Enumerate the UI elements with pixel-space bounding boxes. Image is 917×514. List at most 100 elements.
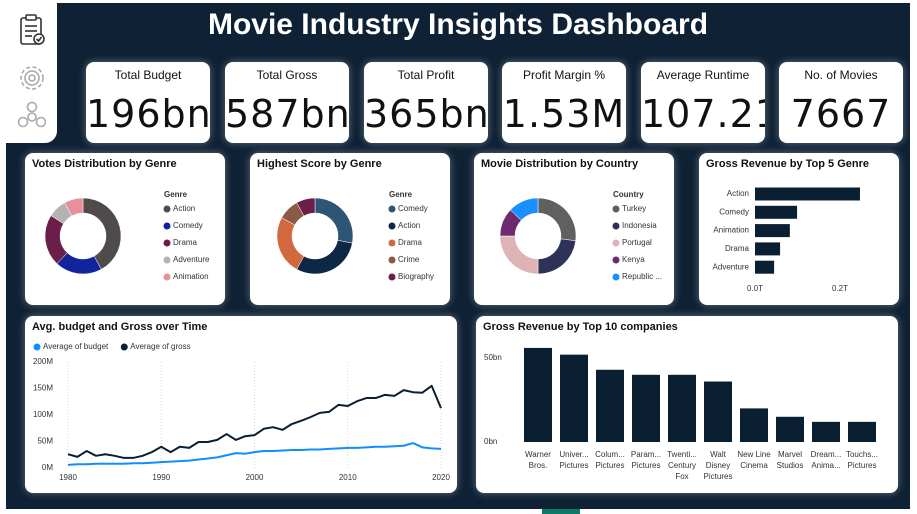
kpi-card: Profit Margin % 1.53M <box>502 62 626 143</box>
legend-label: Adventure <box>173 255 210 264</box>
bar <box>740 408 768 442</box>
legend-swatch <box>612 205 620 213</box>
dashboard-title: Movie Industry Insights Dashboard <box>207 8 709 41</box>
bar <box>668 374 696 442</box>
category-label: Comedy <box>719 207 749 216</box>
bar <box>596 369 624 442</box>
legend-swatch <box>388 273 396 281</box>
kpi-label: Profit Margin % <box>522 68 606 82</box>
donut-segment <box>296 197 316 217</box>
y-tick-label: 150M <box>33 384 53 393</box>
kpi-label: Total Profit <box>397 68 455 82</box>
legend-title: Genre <box>389 190 413 199</box>
legend-swatch <box>33 343 41 351</box>
chart-card: Genre Comedy Action Drama Crime Biography High… <box>250 153 450 305</box>
series-line <box>67 384 442 459</box>
legend-label: Indonesia <box>622 221 657 230</box>
legend-swatch <box>388 205 396 213</box>
chart-title: Gross Revenue by Top 10 companies <box>483 321 678 333</box>
legend-label: Comedy <box>398 204 428 213</box>
donut-segment <box>276 217 305 270</box>
bar <box>755 260 775 274</box>
x-tick-label: 0.0T <box>747 284 763 293</box>
kpi-card: Total Profit 365bn <box>364 62 488 143</box>
y-tick-label: 100M <box>33 410 53 419</box>
bar <box>632 374 660 442</box>
donut-segment <box>537 197 577 242</box>
chart-card: Action Comedy Animation Drama Adventure 0.0T 0… <box>699 153 899 305</box>
y-tick-label: 50M <box>37 437 53 446</box>
kpi-value: 7667 <box>790 92 892 136</box>
bar <box>704 381 732 442</box>
category-label: Animation <box>713 226 749 235</box>
bar <box>524 347 552 442</box>
category-label: Adventure <box>713 262 750 271</box>
legend-label: Drama <box>173 238 198 247</box>
legend-swatch <box>388 256 396 264</box>
bar <box>812 421 840 442</box>
x-tick-label: 1990 <box>152 473 170 482</box>
category-label: Action <box>727 189 749 198</box>
kpi-label: Total Budget <box>114 68 182 82</box>
bar <box>755 187 860 201</box>
bottom-bar <box>0 509 917 514</box>
chart: 1980 1990 2000 2010 2020 0M 50M 100M 150M 200M Ave… <box>33 342 450 482</box>
legend-label: Portugal <box>622 238 652 247</box>
spinner-icon[interactable] <box>17 101 47 128</box>
chart-title: Highest Score by Genre <box>257 158 382 170</box>
kpi-label: No. of Movies <box>804 68 878 82</box>
chart-card: Country Turkey Indonesia Portugal Kenya Repub… <box>474 153 674 305</box>
legend-label: Comedy <box>173 221 203 230</box>
legend-swatch <box>163 239 171 247</box>
bar <box>776 416 804 442</box>
kpi-value: 196bn <box>86 92 210 136</box>
category-label: Twenti... Century Fox <box>667 450 697 481</box>
bar <box>848 421 876 442</box>
legend-swatch <box>612 222 620 230</box>
chart-card: 1980 1990 2000 2010 2020 0M 50M 100M 150M 200M Ave… <box>25 316 457 493</box>
chart: Genre Action Comedy Drama Adventure Animation <box>44 190 210 281</box>
donut-segment <box>314 197 354 244</box>
chart: Genre Comedy Action Drama Crime Biography <box>276 190 434 281</box>
legend-swatch <box>612 256 620 264</box>
page-tab[interactable] <box>542 509 580 514</box>
category-label: Drama <box>725 244 750 253</box>
chart: Action Comedy Animation Drama Adventure 0.0T 0… <box>713 187 860 293</box>
kpi-value: 587bn <box>225 92 349 136</box>
sidebar-icons <box>17 14 47 128</box>
category-label: New Line Cinema <box>737 450 771 470</box>
kpi-value: 1.53M <box>502 92 626 136</box>
settings-icon[interactable] <box>20 66 44 90</box>
legend-swatch <box>163 273 171 281</box>
legend-swatch <box>163 205 171 213</box>
bar <box>755 224 790 238</box>
legend-title: Genre <box>164 190 188 199</box>
category-label: Colum... Pictures <box>595 450 625 470</box>
sidebar <box>6 3 57 143</box>
legend-swatch <box>612 239 620 247</box>
donut-segment <box>509 197 539 221</box>
donut-segment <box>296 240 353 275</box>
category-label: Warner Bros. <box>525 450 551 470</box>
kpi-label: Average Runtime <box>656 68 750 82</box>
legend-swatch <box>163 256 171 264</box>
report-icon[interactable] <box>20 14 45 45</box>
legend-label: Drama <box>398 238 423 247</box>
category-label: Marvel Studios <box>776 450 804 470</box>
kpi-card: Average Runtime 107.21 <box>641 62 765 143</box>
x-tick-label: 2020 <box>432 473 450 482</box>
x-tick-label: 2010 <box>339 473 357 482</box>
y-tick-label: 50bn <box>484 353 502 362</box>
legend-swatch <box>388 239 396 247</box>
kpi-card: Total Gross 587bn <box>225 62 349 143</box>
legend-label: Republic ... <box>622 272 662 281</box>
chart-title: Gross Revenue by Top 5 Genre <box>706 158 870 170</box>
legend-label: Action <box>398 221 420 230</box>
donut-segment <box>499 235 539 275</box>
kpi-value: 365bn <box>364 92 488 136</box>
y-tick-label: 0bn <box>484 437 497 446</box>
legend-swatch <box>163 222 171 230</box>
category-label: Touchs... Pictures <box>845 450 878 470</box>
category-label: Param... Pictures <box>630 450 662 470</box>
x-tick-label: 0.2T <box>832 284 848 293</box>
